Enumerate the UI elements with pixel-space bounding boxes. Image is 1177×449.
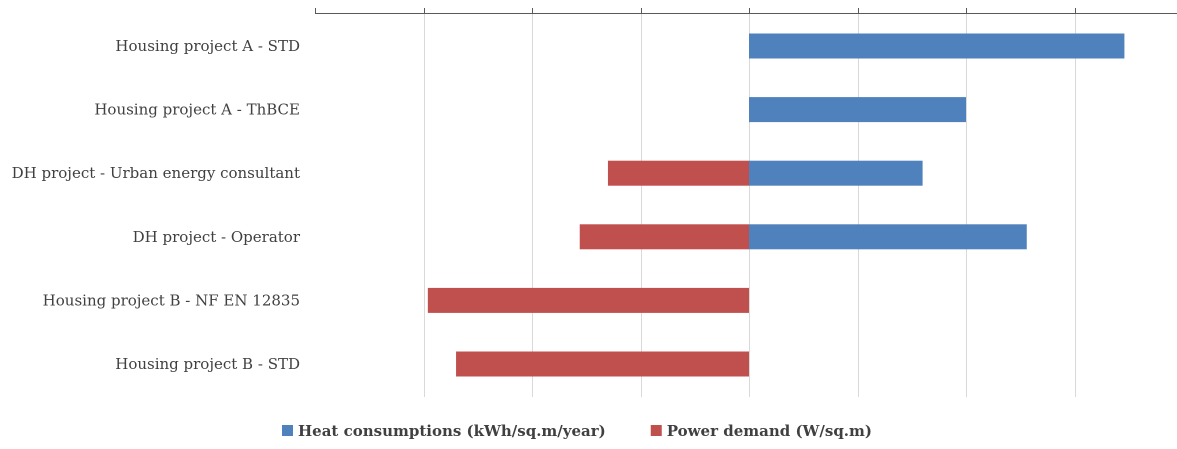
legend-label: Power demand (W/sq.m)	[667, 422, 872, 440]
category-label: DH project - Urban energy consultant	[12, 164, 300, 182]
legend-label: Heat consumptions (kWh/sq.m/year)	[298, 422, 606, 440]
bar	[749, 97, 966, 122]
bar	[749, 34, 1124, 59]
gridlines	[425, 13, 1177, 397]
category-label: Housing project A - ThBCE	[94, 101, 300, 119]
category-label: Housing project A - STD	[115, 37, 300, 55]
legend-swatch	[282, 425, 293, 436]
bar	[428, 288, 749, 313]
category-label: DH project - Operator	[133, 228, 301, 246]
bar	[456, 352, 749, 377]
legend: Heat consumptions (kWh/sq.m/year) Power d…	[282, 422, 872, 440]
bar	[608, 161, 749, 186]
bar	[749, 161, 923, 186]
bar	[580, 224, 749, 249]
bar	[749, 224, 1027, 249]
x-axis	[315, 8, 1177, 14]
category-label: Housing project B - STD	[115, 355, 300, 373]
category-labels: Housing project A - STD Housing project A…	[12, 37, 301, 373]
category-label: Housing project B - NF EN 12835	[43, 291, 300, 309]
legend-swatch	[651, 425, 662, 436]
